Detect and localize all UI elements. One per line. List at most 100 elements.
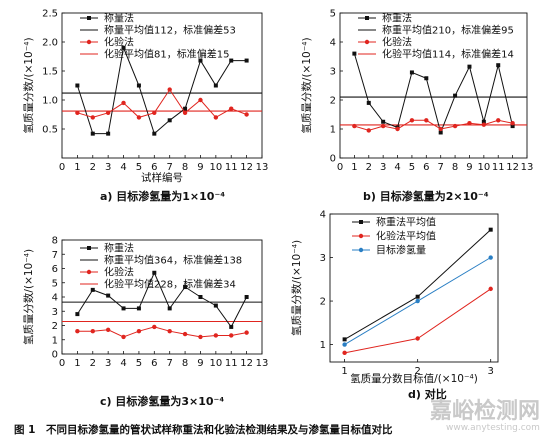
data-point <box>75 83 80 88</box>
watermark-url: www.anytesting.com <box>446 423 540 433</box>
series-line-red <box>77 88 247 119</box>
y-tick-label: 1 <box>330 125 336 136</box>
legend-label: 称重法 <box>382 12 412 25</box>
y-axis-label: 氢质量分数/(×10⁻⁴) <box>22 249 35 345</box>
data-point <box>415 298 420 304</box>
x-tick-label: 10 <box>209 358 222 369</box>
x-tick-label: 12 <box>240 162 253 173</box>
data-point <box>510 124 515 129</box>
data-point <box>121 334 126 340</box>
y-axis-label: 氢质量分数/(×10⁻⁴) <box>290 240 303 336</box>
legend-label: 化验平均值81，标准偏差15 <box>104 48 229 61</box>
data-point <box>213 303 218 308</box>
data-point <box>183 106 188 111</box>
data-point <box>415 336 420 341</box>
x-tick-label: 13 <box>256 358 269 369</box>
data-point <box>198 58 203 63</box>
data-point <box>105 110 111 115</box>
data-point <box>409 118 415 123</box>
data-point <box>244 58 249 63</box>
x-tick-label: 0 <box>337 162 343 173</box>
y-tick-label: 7 <box>52 250 58 261</box>
chart-panel-b: 0 1 2 3 4 5 6 7 8 9 10 11 12 13012345氢质量分数/(×10⁻⁴)称重法… <box>300 9 533 204</box>
legend-label: 称重法平均值 <box>376 216 436 229</box>
x-tick-label: 6 <box>151 162 157 173</box>
legend-swatch-marker <box>86 269 92 275</box>
data-point <box>510 121 515 126</box>
data-point <box>467 121 472 126</box>
y-tick-label: 1.5 <box>42 67 58 78</box>
x-tick-label: 10 <box>477 162 490 173</box>
data-point <box>182 110 188 115</box>
series-line-black <box>76 271 248 328</box>
legend-label: 化验平均值228，标准偏差34 <box>104 278 236 291</box>
x-tick-label: 6 <box>151 358 157 369</box>
data-point <box>488 227 493 232</box>
data-point <box>136 83 141 88</box>
legend-label: 化验平均值114，标准偏差14 <box>382 48 514 61</box>
watermark: 嘉峪检测网 <box>430 398 540 424</box>
x-tick-label: 9 <box>197 162 203 173</box>
legend-label: 化验法 <box>382 36 412 49</box>
y-tick-label: 3 <box>330 67 336 78</box>
data-point <box>182 331 188 337</box>
y-tick-label: 6 <box>52 264 58 275</box>
x-tick-label: 2 <box>90 162 96 173</box>
legend-label: 称重平均值364，标准偏差138 <box>104 254 242 267</box>
y-tick-label: 2.0 <box>42 38 58 49</box>
x-tick-label: 4 <box>120 162 126 173</box>
data-point <box>167 118 172 123</box>
data-point <box>136 115 142 120</box>
legend-swatch-marker <box>359 220 363 224</box>
x-tick-label: 4 <box>394 162 400 173</box>
legend-label: 化验法平均值 <box>376 230 436 243</box>
data-point <box>488 286 493 292</box>
y-tick-label: 4 <box>320 210 326 221</box>
panel-caption: a) 目标渗氢量为1×10⁻⁴ <box>100 189 225 203</box>
plot-frame <box>61 12 263 159</box>
x-tick-label: 8 <box>452 162 458 173</box>
data-point <box>167 306 172 311</box>
data-point <box>198 334 203 340</box>
data-point <box>136 306 141 311</box>
x-tick-label: 3 <box>488 366 494 377</box>
y-tick-label: 4 <box>52 293 58 304</box>
y-axis-label: 氢质量分数/(×10⁻⁴) <box>300 37 313 133</box>
series-line-red <box>77 326 247 338</box>
data-point <box>75 110 80 115</box>
x-tick-label: 8 <box>182 162 188 173</box>
data-point <box>152 110 157 115</box>
x-tick-label: 0 <box>59 162 65 173</box>
data-point <box>105 327 111 332</box>
x-tick-label: 5 <box>409 162 415 173</box>
plot-frame <box>339 12 528 159</box>
legend-swatch-marker <box>87 16 91 20</box>
data-point <box>152 131 157 136</box>
data-point <box>488 255 493 260</box>
data-point <box>244 295 249 299</box>
x-tick-label: 3 <box>380 162 386 173</box>
x-tick-label: 7 <box>167 162 173 173</box>
x-tick-label: 7 <box>167 358 173 369</box>
x-tick-label: 11 <box>225 162 238 173</box>
y-tick-label: 2 <box>320 297 326 308</box>
x-tick-label: 10 <box>209 162 222 173</box>
x-tick-label: 12 <box>506 162 519 173</box>
data-point <box>136 329 142 334</box>
data-point <box>90 329 95 334</box>
data-point <box>198 295 203 299</box>
x-tick-label: 2 <box>414 366 420 377</box>
legend-label: 称量平均值112，标准偏差53 <box>104 24 236 37</box>
x-tick-label: 2 <box>90 358 96 369</box>
data-point <box>183 285 188 290</box>
legend-label: 称量法 <box>104 12 134 25</box>
data-point <box>342 342 347 347</box>
y-tick-label: 3 <box>320 253 326 264</box>
x-tick-label: 1 <box>341 366 347 377</box>
x-tick-label: 12 <box>240 358 253 369</box>
data-point <box>467 64 472 69</box>
data-point <box>106 131 111 136</box>
x-tick-label: 13 <box>256 162 269 173</box>
y-tick-label: 2.5 <box>42 9 58 20</box>
x-tick-label: 3 <box>105 358 111 369</box>
